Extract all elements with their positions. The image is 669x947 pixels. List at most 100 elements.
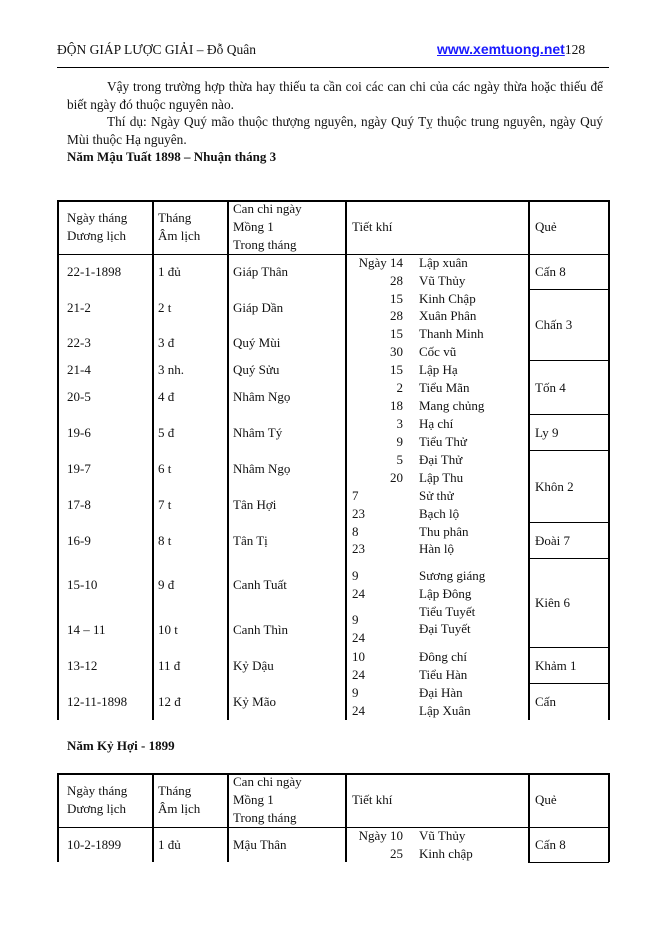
tiet-khi-day: Ngày 14: [358, 255, 403, 270]
solar-date-cell: 17-8: [67, 497, 91, 512]
website-link[interactable]: www.xemtuong.net: [437, 41, 565, 57]
tiet-khi-name: Bạch lộ: [419, 506, 460, 521]
solar-date-cell: 22-1-1898: [67, 264, 122, 279]
tiet-khi-name: Vũ Thủy: [419, 828, 466, 843]
can-chi-cell: Tân Hợi: [233, 497, 277, 512]
lunar-month-cell: 10 t: [158, 622, 178, 637]
lunar-month-cell: 6 t: [158, 461, 172, 476]
tiet-khi-name: Hạ chí: [419, 416, 454, 431]
table-header-border: [57, 254, 610, 255]
solar-date-cell: 15-10: [67, 577, 98, 592]
table-column-border: [57, 773, 59, 862]
can-chi-cell: Nhâm Tý: [233, 425, 283, 440]
header-title: ĐỘN GIÁP LƯỢC GIẢI – Đỗ Quân: [57, 42, 256, 57]
can-chi-cell: Quý Sửu: [233, 362, 280, 377]
can-chi-cell: Tân Tị: [233, 533, 268, 548]
tiet-khi-name: Cốc vũ: [419, 344, 457, 359]
tiet-khi-day: 25: [390, 846, 403, 861]
que-row-border: [528, 647, 609, 648]
table-column-border: [152, 773, 154, 862]
section-heading: Năm Kỷ Hợi - 1899: [67, 738, 175, 753]
tiet-khi-day: 15: [390, 326, 403, 341]
tiet-khi-day: 28: [390, 308, 403, 323]
table-column-border: [152, 200, 154, 720]
tiet-khi-name: Lập xuân: [419, 255, 468, 270]
table-column-border: [608, 200, 610, 720]
lunar-month-cell: 5 đ: [158, 425, 175, 440]
table-column-border: [608, 773, 610, 862]
tiet-khi-name: Thanh Minh: [419, 326, 484, 341]
lunar-month-cell: 12 đ: [158, 694, 181, 709]
tiet-khi-name: Thu phân: [419, 524, 469, 539]
que-cell: Cấn: [535, 694, 556, 709]
tiet-khi-day: 20: [390, 470, 403, 485]
can-chi-cell: Canh Thìn: [233, 622, 289, 637]
solar-date-cell: 21-4: [67, 362, 91, 377]
tiet-khi-day: 24: [352, 703, 365, 718]
tiet-khi-name: Hàn lộ: [419, 541, 455, 556]
tiet-khi-name: Kinh Chập: [419, 291, 476, 306]
can-chi-cell: Giáp Dần: [233, 300, 284, 315]
column-header: Tiết khí: [352, 792, 393, 807]
table-column-border: [227, 200, 229, 720]
tiet-khi-name: Lập Hạ: [419, 362, 458, 377]
tiet-khi-day: 9: [352, 685, 359, 700]
que-row-border: [528, 862, 609, 863]
lunar-month-cell: 4 đ: [158, 389, 175, 404]
que-cell: Khôn 2: [535, 479, 574, 494]
tiet-khi-day: 7: [352, 488, 359, 503]
solar-date-cell: 16-9: [67, 533, 91, 548]
table-column-border: [227, 773, 229, 862]
tiet-khi-day: 15: [390, 291, 403, 306]
can-chi-cell: Kỷ Dậu: [233, 658, 274, 673]
can-chi-cell: Canh Tuất: [233, 577, 287, 592]
tiet-khi-day: 28: [390, 273, 403, 288]
que-row-border: [528, 414, 609, 415]
paragraph: Vậy trong trường hợp thừa hay thiếu ta c…: [67, 79, 603, 112]
tiet-khi-day: 24: [352, 586, 365, 601]
tiet-khi-name: Lập Đông: [419, 586, 472, 601]
que-cell: Kiên 6: [535, 595, 571, 610]
can-chi-cell: Giáp Thân: [233, 264, 288, 279]
column-header: Quẻ: [535, 219, 557, 234]
can-chi-cell: Nhâm Ngọ: [233, 461, 291, 476]
table-top-border: [57, 773, 610, 775]
tiet-khi-name: Đại Hàn: [419, 685, 463, 700]
que-row-border: [528, 558, 609, 559]
table-column-border: [345, 200, 347, 720]
que-row-border: [528, 683, 609, 684]
lunar-month-cell: 1 đủ: [158, 837, 181, 852]
tiet-khi-name: Sương giáng: [419, 568, 486, 583]
lunar-month-cell: 11 đ: [158, 658, 181, 673]
solar-date-cell: 13-12: [67, 658, 98, 673]
tiet-khi-name: Vũ Thủy: [419, 273, 466, 288]
tiet-khi-name: Lập Xuân: [419, 703, 471, 718]
can-chi-cell: Nhâm Ngọ: [233, 389, 291, 404]
que-row-border: [528, 522, 609, 523]
tiet-khi-day: 23: [352, 506, 365, 521]
solar-date-cell: 20-5: [67, 389, 91, 404]
solar-date-cell: 21-2: [67, 300, 91, 315]
tiet-khi-name: Lập Thu: [419, 470, 464, 485]
tiet-khi-day: 23: [352, 541, 365, 556]
column-header: Ngày tháng Dương lịch: [67, 210, 128, 243]
tiet-khi-day: 8: [352, 524, 359, 539]
que-cell: Ly 9: [535, 425, 559, 440]
table-column-border: [345, 773, 347, 862]
tiet-khi-day: 9: [396, 434, 404, 449]
column-header: Tháng Âm lịch: [158, 783, 201, 816]
que-cell: Cấn 8: [535, 837, 566, 852]
tiet-khi-name: Xuân Phân: [419, 308, 477, 323]
solar-date-cell: 12-11-1898: [67, 694, 128, 709]
table-column-border: [528, 773, 530, 862]
que-row-border: [528, 450, 609, 451]
tiet-khi-day: 15: [390, 362, 403, 377]
tiet-khi-day: 24: [352, 630, 365, 645]
tiet-khi-name: Kinh chập: [419, 846, 473, 861]
tiet-khi-name: Tiểu Mãn: [419, 380, 470, 395]
tiet-khi-name: Tiểu Thử: [419, 434, 467, 449]
can-chi-cell: Mậu Thân: [233, 837, 287, 852]
que-cell: Cấn 8: [535, 264, 566, 279]
lunar-month-cell: 7 t: [158, 497, 172, 512]
lunar-month-cell: 3 đ: [158, 335, 175, 350]
